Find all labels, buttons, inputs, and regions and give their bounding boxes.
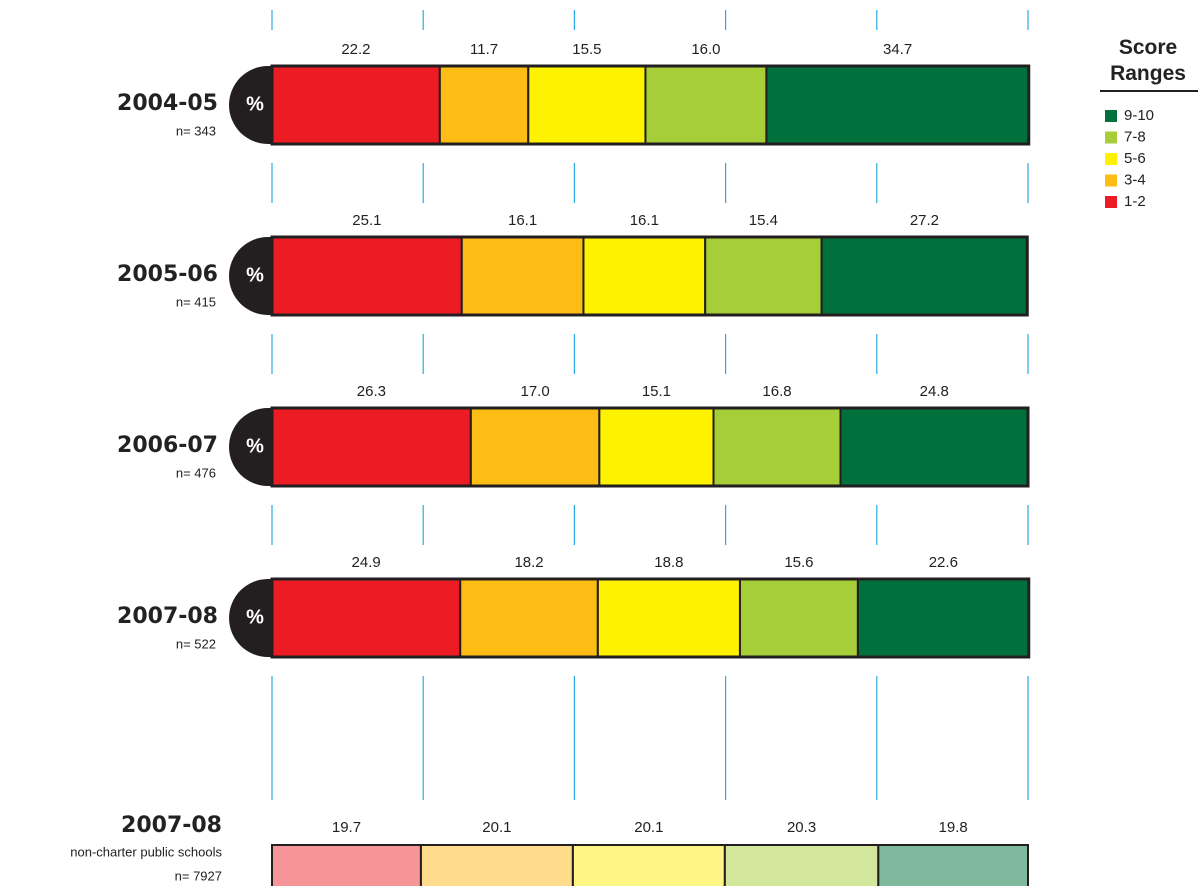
row-label: 2006-07 [117,433,218,458]
badge [229,408,272,486]
value-label: 19.7 [332,819,361,836]
n-label: n= 415 [176,294,216,309]
value-label: 27.2 [910,212,939,229]
sub-label: non-charter public schools [70,844,222,859]
bar-segment [839,407,1030,487]
n-label: n= 7927 [175,868,222,883]
unit-badge: % [246,264,264,286]
unit-badge: % [246,93,264,115]
value-label: 15.6 [784,554,813,571]
bar-segment [644,65,768,145]
n-label: n= 522 [176,636,216,651]
bar-segment [459,578,599,658]
legend-title: Score Ranges [1110,36,1186,85]
legend-title-line: Score [1119,36,1177,59]
bar-segment [712,407,842,487]
value-label: 15.4 [749,212,778,229]
bar-segment [271,407,472,487]
bar-segment [856,578,1030,658]
value-label: 34.7 [883,41,912,58]
value-label: 18.8 [654,554,683,571]
bar-segment [765,65,1030,145]
value-label: 19.8 [939,819,968,836]
value-label: 15.5 [572,41,601,58]
value-label: 20.1 [634,819,663,836]
value-label: 15.1 [642,383,671,400]
bar-segment [419,844,574,886]
bar-outline [270,64,1031,146]
value-label: 24.8 [920,383,949,400]
value-label: 16.1 [508,212,537,229]
n-label: n= 476 [176,465,216,480]
bar-segment [438,65,530,145]
row-label: 2004-05 [117,91,218,116]
badge [229,66,272,144]
bar-segment [877,844,1030,886]
bar-segment [527,65,647,145]
value-label: 22.2 [341,41,370,58]
value-label: 25.1 [352,212,381,229]
legend-label: 1-2 [1124,193,1146,210]
bar-segment [820,236,1029,316]
legend-swatch [1105,153,1117,165]
bar-segment [271,844,422,886]
legend-swatch [1105,110,1117,122]
value-label: 17.0 [520,383,549,400]
n-label: n= 343 [176,123,216,138]
badge [229,579,272,657]
bar-outline [270,577,1031,659]
value-label: 16.0 [691,41,720,58]
bar-outline [270,235,1029,317]
value-label: 11.7 [470,41,498,58]
legend-swatch [1105,174,1117,187]
legend-label: 7-8 [1124,128,1146,145]
value-label: 22.6 [929,554,958,571]
value-label: 20.3 [787,819,816,836]
unit-badge: % [246,606,264,628]
bar-segment [596,578,741,658]
value-label: 16.8 [762,383,791,400]
legend-title-line: Ranges [1110,62,1186,85]
value-label: 16.1 [630,212,659,229]
badge [229,237,272,315]
value-label: 26.3 [357,383,386,400]
row-label: 2005-06 [117,262,218,287]
bar-segment [271,578,462,658]
bar-segment [469,407,601,487]
bar-segment [460,236,585,316]
bar-segment [738,578,859,658]
bar-segment [598,407,715,487]
legend-label: 9-10 [1124,107,1154,124]
bar-segment [271,65,441,145]
legend-swatch [1105,131,1117,144]
row-label: 2007-08 [121,813,222,838]
bar-segment [582,236,707,316]
bar-segment [704,236,823,316]
legend-swatch [1105,196,1117,208]
unit-badge: % [246,435,264,457]
row-label: 2007-08 [117,604,218,629]
value-label: 18.2 [514,554,543,571]
bar-outline [270,406,1030,488]
bar-segment [571,844,726,886]
legend-label: 5-6 [1124,150,1146,167]
legend-label: 3-4 [1124,171,1146,188]
value-label: 20.1 [482,819,511,836]
bar-segment [271,236,463,316]
value-label: 24.9 [352,554,381,571]
bar-segment [723,844,880,886]
